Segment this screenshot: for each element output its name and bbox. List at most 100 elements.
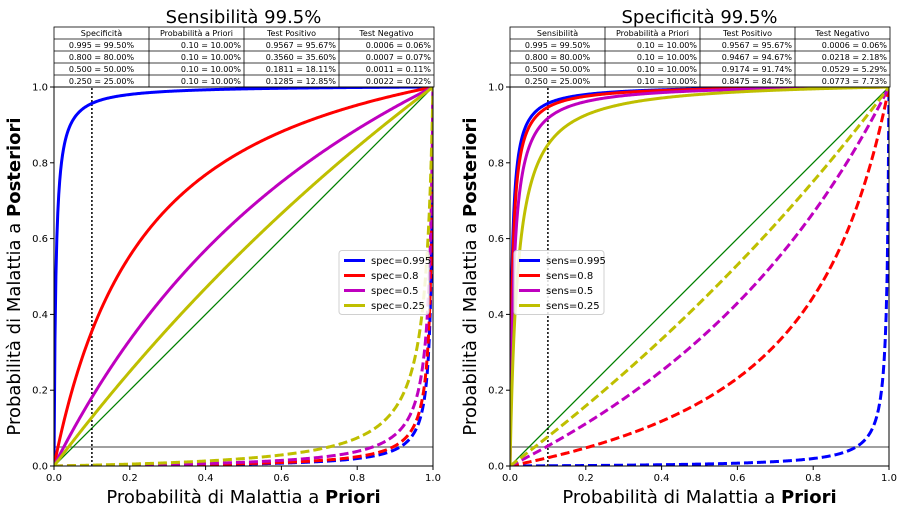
y-tick-label: 0.8 [488, 158, 504, 169]
legend: spec=0.995 spec=0.8 spec=0.5 spec=0.25 [338, 250, 431, 315]
table-cell: 0.1285 = 12.85% [266, 77, 337, 86]
x-tick-label: 0.2 [578, 473, 594, 484]
chart-panel-2: Specificità 99.5% Sensibilità Probabilità … [460, 7, 897, 508]
table-cell: 0.0007 = 0.07% [366, 53, 432, 62]
axes-frame [509, 86, 890, 467]
data-table: Sensibilità Probabilità a Priori Test Posi… [509, 26, 891, 88]
table-cell: 0.10 = 10.00% [181, 65, 242, 74]
table-header-cell: Sensibilità [537, 29, 578, 38]
identity-diagonal [54, 87, 433, 466]
table-cell: 0.0006 = 0.06% [366, 41, 432, 50]
table-header-cell: Test Negativo [814, 29, 869, 38]
table-cell: 0.250 = 25.00% [69, 77, 135, 86]
table-cell: 0.3560 = 35.60% [266, 53, 337, 62]
chart-title: Sensibilità 99.5% [166, 7, 322, 28]
legend-box [338, 250, 430, 315]
series-positive-test-curve [54, 87, 433, 466]
table-header-cell: Test Positivo [722, 29, 772, 38]
table-cell: 0.10 = 10.00% [637, 41, 698, 50]
legend-label: spec=0.25 [371, 301, 425, 312]
chart-title: Specificità 99.5% [621, 7, 777, 28]
legend-label: spec=0.5 [371, 286, 419, 297]
table-cell: 0.995 = 99.50% [525, 41, 591, 50]
table-cell: 0.10 = 10.00% [637, 53, 698, 62]
x-tick-label: 1.0 [881, 473, 897, 484]
x-axis-label: Probabilità di Malattia a Priori [562, 487, 836, 508]
table-cell: 0.10 = 10.00% [181, 41, 242, 50]
x-tick-label: 0.0 [46, 473, 62, 484]
table-cell: 0.9467 = 94.67% [722, 53, 793, 62]
table-header-cell: Specificità [81, 29, 122, 38]
table-cell: 0.10 = 10.00% [637, 77, 698, 86]
table-cell: 0.0006 = 0.06% [822, 41, 888, 50]
table-cell: 0.800 = 80.00% [69, 53, 135, 62]
legend-box [513, 250, 605, 315]
x-tick-label: 0.2 [122, 473, 138, 484]
table-header-cell: Probabilità a Priori [616, 29, 689, 38]
y-tick-label: 0.6 [32, 234, 48, 245]
legend-label: sens=0.25 [546, 301, 600, 312]
table-cell: 0.800 = 80.00% [525, 53, 591, 62]
table-cell: 0.500 = 50.00% [525, 65, 591, 74]
x-tick-label: 0.8 [805, 473, 821, 484]
series-positive-test-curve [510, 87, 889, 466]
series-positive-test-curve [54, 87, 433, 466]
y-tick-label: 0.0 [488, 462, 504, 473]
table-cell: 0.0773 = 7.73% [822, 77, 888, 86]
table-cell: 0.9567 = 95.67% [722, 41, 793, 50]
table-cell: 0.250 = 25.00% [525, 77, 591, 86]
series-negative-test-curve [510, 87, 889, 466]
table-cell: 0.500 = 50.00% [69, 65, 135, 74]
x-tick-label: 0.8 [349, 473, 365, 484]
y-tick-label: 0.4 [488, 310, 504, 321]
series-negative-test-curve [510, 87, 889, 466]
legend-label: sens=0.5 [546, 286, 593, 297]
table-cell: 0.10 = 10.00% [181, 53, 242, 62]
table-cell: 0.0218 = 2.18% [822, 53, 888, 62]
y-tick-label: 0.2 [32, 386, 48, 397]
legend-label: spec=0.995 [371, 256, 431, 267]
y-tick-label: 0.2 [488, 386, 504, 397]
legend-label: spec=0.8 [371, 271, 419, 282]
table-header-cell: Test Positivo [266, 29, 316, 38]
y-tick-label: 0.0 [32, 462, 48, 473]
table-header-cell: Probabilità a Priori [160, 29, 233, 38]
table-cell: 0.9567 = 95.67% [266, 41, 337, 50]
legend-label: sens=0.8 [546, 271, 593, 282]
table-cell: 0.995 = 99.50% [69, 41, 135, 50]
y-tick-label: 0.8 [32, 158, 48, 169]
table-header-cell: Test Negativo [358, 29, 413, 38]
series-positive-test-curve [54, 87, 433, 466]
table-cell: 0.9174 = 91.74% [722, 65, 793, 74]
y-tick-label: 1.0 [488, 83, 504, 94]
legend: sens=0.995 sens=0.8 sens=0.5 sens=0.25 [513, 250, 606, 315]
series-negative-test-curve [510, 87, 889, 466]
y-axis-label: Probabilità di Malattia a Posteriori [4, 117, 25, 435]
y-tick-label: 1.0 [32, 83, 48, 94]
table-cell: 0.8475 = 84.75% [722, 77, 793, 86]
series-negative-test-curve [510, 87, 889, 466]
series-negative-test-curve [54, 87, 433, 466]
x-axis-label: Probabilità di Malattia a Priori [106, 487, 380, 508]
x-tick-label: 0.6 [729, 473, 745, 484]
table-cell: 0.0022 = 0.22% [366, 77, 432, 86]
table-cell: 0.1811 = 18.11% [266, 65, 337, 74]
identity-diagonal [510, 87, 889, 466]
x-tick-label: 0.4 [654, 473, 670, 484]
x-tick-label: 0.6 [273, 473, 289, 484]
x-tick-label: 0.4 [198, 473, 214, 484]
y-axis-label: Probabilità di Malattia a Posteriori [460, 117, 481, 435]
table-cell: 0.10 = 10.00% [637, 65, 698, 74]
data-table: Specificità Probabilità a Priori Test Posi… [53, 26, 435, 88]
series-negative-test-curve [54, 87, 433, 466]
y-tick-label: 0.4 [32, 310, 48, 321]
table-cell: 0.10 = 10.00% [181, 77, 242, 86]
x-tick-label: 1.0 [425, 473, 441, 484]
x-tick-label: 0.0 [502, 473, 518, 484]
legend-label: sens=0.995 [546, 256, 606, 267]
y-tick-label: 0.6 [488, 234, 504, 245]
table-cell: 0.0011 = 0.11% [366, 65, 432, 74]
plot-area [54, 87, 433, 466]
axes-frame [53, 86, 434, 467]
